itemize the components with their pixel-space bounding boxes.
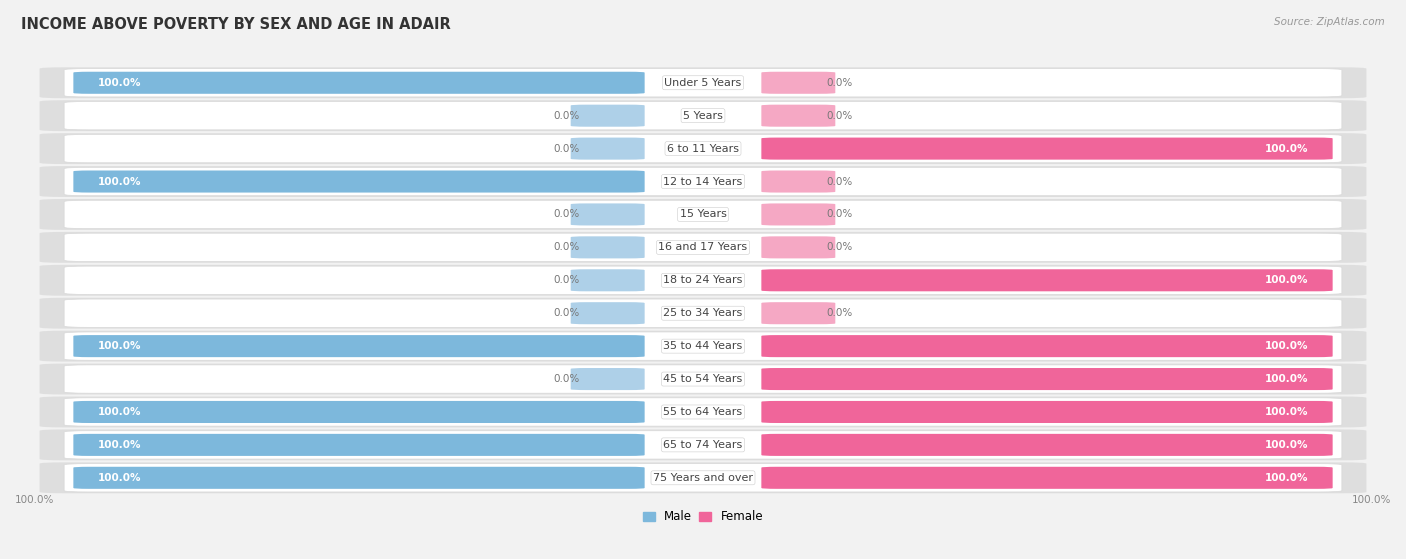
FancyBboxPatch shape: [39, 265, 1367, 296]
Text: 12 to 14 Years: 12 to 14 Years: [664, 177, 742, 187]
FancyBboxPatch shape: [762, 138, 1333, 160]
Text: 25 to 34 Years: 25 to 34 Years: [664, 308, 742, 318]
Text: 0.0%: 0.0%: [827, 78, 852, 88]
FancyBboxPatch shape: [571, 105, 644, 127]
FancyBboxPatch shape: [571, 203, 644, 225]
Text: 100.0%: 100.0%: [98, 473, 142, 483]
Text: Under 5 Years: Under 5 Years: [665, 78, 741, 88]
FancyBboxPatch shape: [571, 368, 644, 390]
FancyBboxPatch shape: [571, 302, 644, 324]
Text: 0.0%: 0.0%: [554, 210, 579, 220]
Text: 0.0%: 0.0%: [554, 144, 579, 154]
FancyBboxPatch shape: [762, 368, 1333, 390]
FancyBboxPatch shape: [762, 72, 835, 94]
FancyBboxPatch shape: [73, 401, 644, 423]
Text: 0.0%: 0.0%: [554, 308, 579, 318]
FancyBboxPatch shape: [39, 363, 1367, 395]
Text: Source: ZipAtlas.com: Source: ZipAtlas.com: [1274, 17, 1385, 27]
FancyBboxPatch shape: [65, 431, 1341, 459]
FancyBboxPatch shape: [39, 133, 1367, 164]
FancyBboxPatch shape: [39, 199, 1367, 230]
Text: 100.0%: 100.0%: [98, 407, 142, 417]
FancyBboxPatch shape: [39, 100, 1367, 131]
Text: 0.0%: 0.0%: [827, 308, 852, 318]
FancyBboxPatch shape: [39, 232, 1367, 263]
FancyBboxPatch shape: [39, 331, 1367, 362]
Text: 100.0%: 100.0%: [98, 78, 142, 88]
FancyBboxPatch shape: [762, 434, 1333, 456]
Text: 55 to 64 Years: 55 to 64 Years: [664, 407, 742, 417]
FancyBboxPatch shape: [39, 298, 1367, 329]
FancyBboxPatch shape: [73, 335, 644, 357]
FancyBboxPatch shape: [571, 236, 644, 258]
FancyBboxPatch shape: [73, 170, 644, 192]
Text: 5 Years: 5 Years: [683, 111, 723, 121]
FancyBboxPatch shape: [762, 335, 1333, 357]
FancyBboxPatch shape: [73, 72, 644, 94]
Text: 100.0%: 100.0%: [1264, 374, 1308, 384]
FancyBboxPatch shape: [762, 236, 835, 258]
FancyBboxPatch shape: [65, 266, 1341, 295]
FancyBboxPatch shape: [762, 467, 1333, 489]
Text: 0.0%: 0.0%: [554, 243, 579, 252]
FancyBboxPatch shape: [73, 467, 644, 489]
FancyBboxPatch shape: [39, 462, 1367, 493]
FancyBboxPatch shape: [39, 166, 1367, 197]
FancyBboxPatch shape: [571, 269, 644, 291]
Text: 0.0%: 0.0%: [554, 275, 579, 285]
Text: 16 and 17 Years: 16 and 17 Years: [658, 243, 748, 252]
Text: 0.0%: 0.0%: [827, 243, 852, 252]
FancyBboxPatch shape: [39, 396, 1367, 428]
FancyBboxPatch shape: [65, 463, 1341, 492]
Text: 0.0%: 0.0%: [554, 111, 579, 121]
FancyBboxPatch shape: [65, 167, 1341, 196]
FancyBboxPatch shape: [762, 302, 835, 324]
FancyBboxPatch shape: [39, 67, 1367, 98]
Text: 0.0%: 0.0%: [827, 210, 852, 220]
FancyBboxPatch shape: [571, 138, 644, 160]
Text: 100.0%: 100.0%: [1264, 275, 1308, 285]
FancyBboxPatch shape: [65, 69, 1341, 97]
FancyBboxPatch shape: [762, 401, 1333, 423]
FancyBboxPatch shape: [762, 203, 835, 225]
Text: 100.0%: 100.0%: [15, 495, 55, 505]
FancyBboxPatch shape: [73, 434, 644, 456]
FancyBboxPatch shape: [762, 170, 835, 192]
Text: 100.0%: 100.0%: [1351, 495, 1391, 505]
Text: 0.0%: 0.0%: [827, 111, 852, 121]
Text: 100.0%: 100.0%: [1264, 144, 1308, 154]
FancyBboxPatch shape: [65, 233, 1341, 262]
Text: 100.0%: 100.0%: [1264, 407, 1308, 417]
Text: 75 Years and over: 75 Years and over: [652, 473, 754, 483]
Text: 100.0%: 100.0%: [98, 177, 142, 187]
Text: 45 to 54 Years: 45 to 54 Years: [664, 374, 742, 384]
Text: 18 to 24 Years: 18 to 24 Years: [664, 275, 742, 285]
Text: 35 to 44 Years: 35 to 44 Years: [664, 341, 742, 351]
FancyBboxPatch shape: [65, 135, 1341, 163]
Text: 0.0%: 0.0%: [827, 177, 852, 187]
Text: 100.0%: 100.0%: [1264, 473, 1308, 483]
Text: 15 Years: 15 Years: [679, 210, 727, 220]
Text: 100.0%: 100.0%: [98, 341, 142, 351]
FancyBboxPatch shape: [762, 105, 835, 127]
Text: 0.0%: 0.0%: [554, 374, 579, 384]
FancyBboxPatch shape: [762, 269, 1333, 291]
Legend: Male, Female: Male, Female: [638, 505, 768, 528]
FancyBboxPatch shape: [39, 429, 1367, 461]
Text: 100.0%: 100.0%: [1264, 341, 1308, 351]
Text: 6 to 11 Years: 6 to 11 Years: [666, 144, 740, 154]
Text: 65 to 74 Years: 65 to 74 Years: [664, 440, 742, 450]
FancyBboxPatch shape: [65, 398, 1341, 426]
FancyBboxPatch shape: [65, 365, 1341, 393]
Text: 100.0%: 100.0%: [1264, 440, 1308, 450]
FancyBboxPatch shape: [65, 102, 1341, 130]
FancyBboxPatch shape: [65, 200, 1341, 229]
FancyBboxPatch shape: [65, 332, 1341, 361]
Text: INCOME ABOVE POVERTY BY SEX AND AGE IN ADAIR: INCOME ABOVE POVERTY BY SEX AND AGE IN A…: [21, 17, 451, 32]
Text: 100.0%: 100.0%: [98, 440, 142, 450]
FancyBboxPatch shape: [65, 299, 1341, 328]
